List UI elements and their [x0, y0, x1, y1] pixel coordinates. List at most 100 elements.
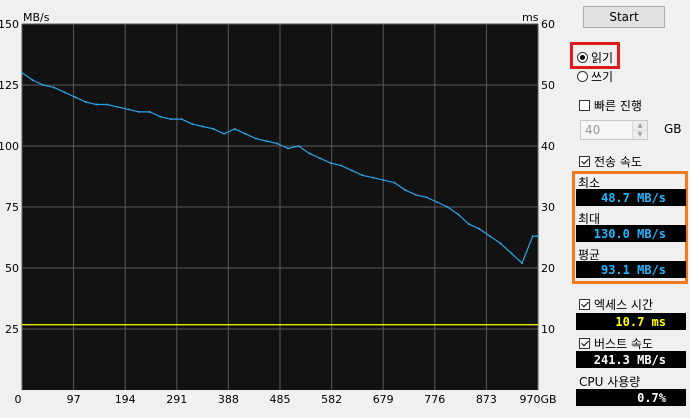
y-tick-label-left: 50 — [5, 262, 19, 275]
max-value: 130.0 MB/s — [576, 225, 686, 242]
burst-rate-checkbox[interactable]: 버스트 속도 — [579, 335, 653, 352]
write-radio[interactable]: 쓰기 — [577, 68, 613, 85]
y-tick-label-right: 60 — [541, 18, 555, 31]
transfer-stats-frame — [572, 171, 688, 284]
transfer-rate-point — [116, 105, 119, 108]
transfer-rate-point — [308, 152, 311, 155]
transfer-rate-checkbox[interactable]: 전송 속도 — [579, 153, 642, 170]
write-radio-button[interactable] — [577, 71, 588, 82]
transfer-rate-point — [297, 145, 300, 147]
x-tick-label: 485 — [270, 393, 291, 405]
transfer-rate-point — [265, 140, 268, 143]
y-tick-label-right: 30 — [541, 201, 555, 214]
transfer-rate-point — [276, 142, 279, 145]
transfer-rate-point — [180, 118, 183, 121]
right-axis-unit: ms — [522, 11, 539, 24]
x-tick-label: 291 — [166, 393, 187, 405]
transfer-rate-point — [521, 262, 524, 265]
quick-test-spinner[interactable]: ▲ ▼ — [632, 121, 647, 139]
burst-rate-check[interactable] — [579, 338, 590, 349]
read-radio-button[interactable] — [577, 52, 588, 63]
x-tick-label: 388 — [218, 393, 239, 405]
burst-rate-value: 241.3 MB/s — [576, 351, 686, 368]
transfer-rate-point — [510, 252, 513, 255]
x-tick-label: 679 — [373, 393, 394, 405]
avg-label: 평균 — [578, 248, 601, 262]
transfer-rate-point — [329, 162, 332, 165]
y-tick-label-left: 75 — [5, 201, 19, 214]
transfer-rate-point — [425, 196, 428, 199]
cpu-usage-label: CPU 사용량 — [579, 375, 641, 389]
burst-rate-label: 버스트 속도 — [594, 337, 654, 351]
y-tick-label-right: 50 — [541, 79, 555, 92]
y-tick-label-left: 125 — [0, 79, 19, 92]
transfer-rate-point — [201, 125, 204, 128]
transfer-rate-point — [169, 118, 172, 121]
transfer-rate-point — [223, 132, 226, 135]
y-tick-label-right: 40 — [541, 140, 555, 153]
transfer-rate-point — [457, 213, 460, 216]
transfer-rate-point — [255, 137, 258, 140]
x-tick-label: 970GB — [519, 393, 556, 405]
start-button[interactable]: Start — [583, 6, 665, 28]
transfer-rate-point — [286, 147, 289, 150]
quick-test-size-input[interactable]: 40 — [580, 120, 648, 140]
transfer-rate-point — [74, 96, 77, 99]
y-tick-label-left: 150 — [0, 18, 19, 31]
transfer-rate-point — [244, 132, 247, 135]
transfer-rate-point — [106, 103, 109, 106]
cpu-usage-value: 0.7% — [576, 389, 686, 406]
transfer-rate-point — [531, 235, 534, 238]
transfer-rate-point — [467, 223, 470, 226]
transfer-rate-point — [350, 169, 353, 172]
transfer-rate-check[interactable] — [579, 156, 590, 167]
transfer-rate-series — [21, 72, 538, 265]
read-label: 읽기 — [591, 51, 614, 65]
transfer-rate-point — [138, 110, 141, 113]
quick-test-check[interactable] — [579, 100, 590, 111]
write-label: 쓰기 — [591, 70, 614, 84]
y-tick-label-right: 10 — [541, 323, 555, 336]
x-tick-label: 776 — [424, 393, 445, 405]
transfer-rate-point — [148, 110, 151, 113]
quick-test-label: 빠른 진행 — [594, 99, 642, 113]
transfer-rate-point — [191, 123, 194, 126]
read-radio[interactable]: 읽기 — [577, 49, 613, 66]
transfer-rate-point — [84, 101, 87, 104]
y-tick-label-left: 25 — [5, 323, 19, 336]
transfer-rate-point — [212, 127, 215, 130]
transfer-rate-point — [52, 86, 55, 89]
transfer-rate-point — [382, 179, 385, 182]
transfer-rate-point — [489, 235, 492, 238]
benchmark-chart: 0 97 194 291 388 485 582 679 776 873 970GB 150 125 10… — [0, 11, 557, 405]
transfer-rate-point — [159, 115, 162, 118]
tick-labels: 0 97 194 291 388 485 582 679 776 873 970GB 150 125 10… — [0, 18, 557, 405]
access-time-label: 엑세스 시간 — [594, 298, 654, 312]
max-label: 최대 — [578, 212, 601, 226]
series-layer — [21, 71, 539, 326]
x-tick-label: 0 — [15, 393, 22, 405]
access-time-check[interactable] — [579, 299, 590, 310]
transfer-rate-point — [233, 127, 236, 130]
transfer-rate-point — [31, 79, 34, 82]
spin-down-icon[interactable]: ▼ — [632, 130, 647, 139]
access-time-checkbox[interactable]: 엑세스 시간 — [579, 296, 653, 313]
x-tick-label: 582 — [321, 393, 342, 405]
read-highlight-frame — [570, 42, 620, 69]
spin-up-icon[interactable]: ▲ — [632, 121, 647, 131]
transfer-rate-point — [21, 71, 23, 74]
x-tick-label: 97 — [67, 393, 81, 405]
transfer-rate-point — [127, 108, 130, 111]
quick-test-unit: GB — [664, 122, 682, 136]
access-time-value: 10.7 ms — [576, 313, 686, 330]
transfer-rate-point — [393, 181, 396, 184]
y-tick-label-right: 20 — [541, 262, 555, 275]
transfer-rate-point — [478, 227, 481, 230]
grid-lines — [21, 23, 539, 390]
x-tick-label: 194 — [115, 393, 136, 405]
quick-test-checkbox[interactable]: 빠른 진행 — [579, 97, 642, 114]
avg-value: 93.1 MB/s — [576, 261, 686, 278]
y-tick-label-left: 100 — [0, 140, 19, 153]
transfer-rate-point — [361, 174, 364, 177]
min-label: 최소 — [578, 176, 601, 190]
